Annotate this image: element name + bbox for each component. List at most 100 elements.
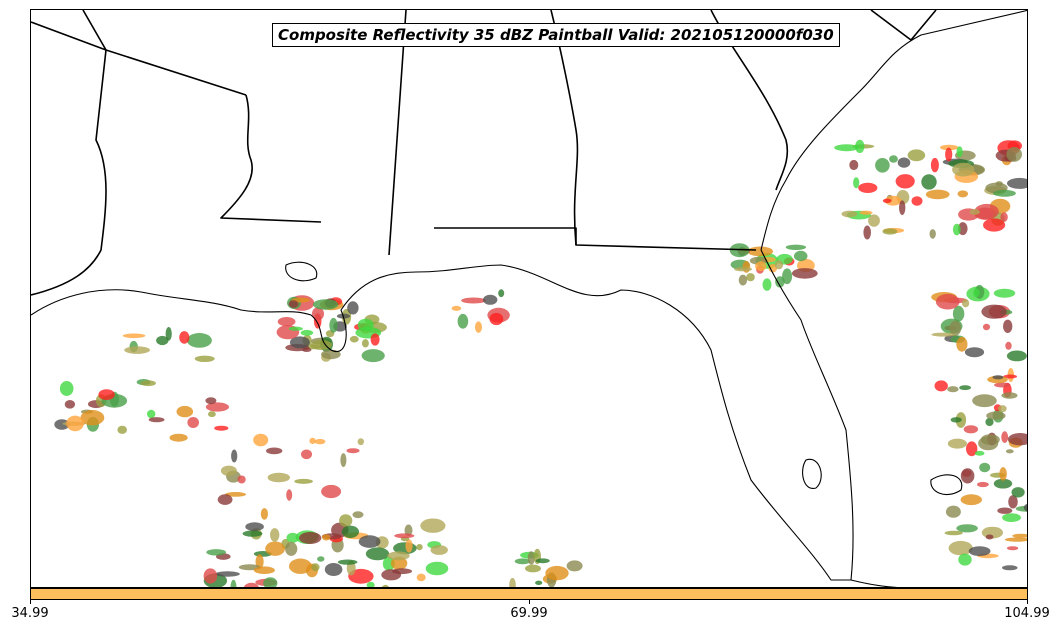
reflectivity-blob <box>1012 533 1027 538</box>
reflectivity-blob <box>387 551 410 561</box>
reflectivity-blob <box>64 400 76 409</box>
reflectivity-blob <box>969 209 980 215</box>
reflectivity-blob <box>382 584 389 587</box>
reflectivity-blob <box>535 558 550 564</box>
reflectivity-blob <box>224 492 247 497</box>
reflectivity-blob <box>54 419 70 430</box>
reflectivity-blob <box>430 545 448 555</box>
reflectivity-blob <box>747 246 774 257</box>
reflectivity-blob <box>324 563 343 576</box>
reflectivity-blob <box>949 320 962 336</box>
reflectivity-blob <box>1002 565 1018 571</box>
reflectivity-blob <box>187 417 199 428</box>
reflectivity-blob <box>286 532 300 543</box>
reflectivity-blob <box>509 577 516 587</box>
reflectivity-blob <box>289 558 312 574</box>
colorbar-tick <box>529 600 530 604</box>
reflectivity-blob <box>420 518 446 533</box>
colorbar-tick-label-min: 34.99 <box>11 606 49 621</box>
reflectivity-blob <box>416 544 423 551</box>
reflectivity-blob <box>960 494 982 506</box>
border-fl-north <box>434 227 757 251</box>
reflectivity-blob <box>858 182 878 193</box>
reflectivity-blob <box>140 380 156 387</box>
reflectivity-blob <box>931 332 956 337</box>
reflectivity-blob <box>868 214 880 227</box>
reflectivity-blob <box>208 411 216 418</box>
reflectivity-blob <box>311 563 320 572</box>
reflectivity-blob <box>1001 431 1009 443</box>
reflectivity-blob <box>921 174 937 190</box>
reflectivity-blob <box>341 525 359 538</box>
reflectivity-blob <box>944 530 963 536</box>
reflectivity-blob <box>475 321 482 333</box>
reflectivity-blob <box>1007 177 1027 189</box>
reflectivity-blob <box>255 554 264 569</box>
reflectivity-blob <box>59 381 74 396</box>
reflectivity-blob <box>314 438 326 445</box>
reflectivity-blob <box>1005 449 1014 454</box>
reflectivity-blob <box>956 336 968 352</box>
reflectivity-blob <box>220 465 237 476</box>
reflectivity-blob <box>566 560 583 572</box>
reflectivity-blob <box>231 449 238 463</box>
reflectivity-blob <box>357 438 364 446</box>
reflectivity-blob <box>147 409 156 419</box>
reflectivity-blob <box>288 300 299 308</box>
reflectivity-blob <box>986 411 1006 420</box>
reflectivity-blob <box>899 200 906 215</box>
reflectivity-blob <box>762 278 772 291</box>
reflectivity-blob <box>66 415 84 432</box>
reflectivity-blob <box>205 397 217 405</box>
reflectivity-blob <box>998 405 1007 413</box>
reflectivity-blob <box>1005 341 1012 350</box>
map-title: Composite Reflectivity 35 dBZ Paintball … <box>272 23 840 47</box>
reflectivity-blob <box>230 579 237 587</box>
reflectivity-blob <box>983 218 1006 232</box>
reflectivity-blob <box>535 580 543 585</box>
reflectivity-blob <box>1001 392 1018 399</box>
reflectivity-blob <box>310 340 333 350</box>
reflectivity-blob <box>1007 433 1027 446</box>
bahamas <box>930 474 963 495</box>
reflectivity-blob <box>370 333 380 346</box>
reflectivity-blob <box>498 289 505 298</box>
reflectivity-blob <box>755 261 767 272</box>
reflectivity-blob <box>746 273 755 282</box>
reflectivity-blob <box>404 524 413 537</box>
reflectivity-blob <box>979 462 991 473</box>
reflectivity-blob <box>514 558 531 565</box>
reflectivity-blob <box>841 210 858 218</box>
reflectivity-blob <box>329 317 338 333</box>
reflectivity-blob <box>774 260 784 270</box>
reflectivity-blob <box>179 331 190 344</box>
border-la-ms-river <box>220 94 322 223</box>
reflectivity-blob <box>964 347 985 358</box>
reflectivity-blob <box>527 551 535 565</box>
colorbar-tick-label-max: 104.99 <box>1004 606 1050 621</box>
reflectivity-blob <box>294 478 313 484</box>
reflectivity-blob <box>985 534 994 540</box>
reflectivity-blob <box>390 556 408 570</box>
reflectivity-blob <box>834 144 859 152</box>
reflectivity-blob <box>1002 513 1021 522</box>
map-canvas <box>31 10 1027 587</box>
reflectivity-blob <box>945 505 961 518</box>
reflectivity-blob <box>122 333 146 339</box>
reflectivity-blob <box>169 433 188 442</box>
reflectivity-blob <box>451 305 462 311</box>
reflectivity-blob <box>267 472 290 483</box>
reflectivity-blob <box>253 566 275 574</box>
reflectivity-blob <box>1008 495 1018 509</box>
reflectivity-blob <box>734 267 752 272</box>
coastline-gulf <box>31 249 854 581</box>
reflectivity-blob <box>461 297 486 304</box>
reflectivity-blob <box>392 568 412 575</box>
reflectivity-blob <box>215 571 240 577</box>
reflectivity-blob <box>889 155 898 163</box>
reflectivity-blob <box>956 146 963 158</box>
reflectivity-blob <box>992 375 1004 380</box>
reflectivity-blob <box>525 564 541 573</box>
reflectivity-blob <box>859 210 873 215</box>
reflectivity-blob <box>156 335 169 346</box>
